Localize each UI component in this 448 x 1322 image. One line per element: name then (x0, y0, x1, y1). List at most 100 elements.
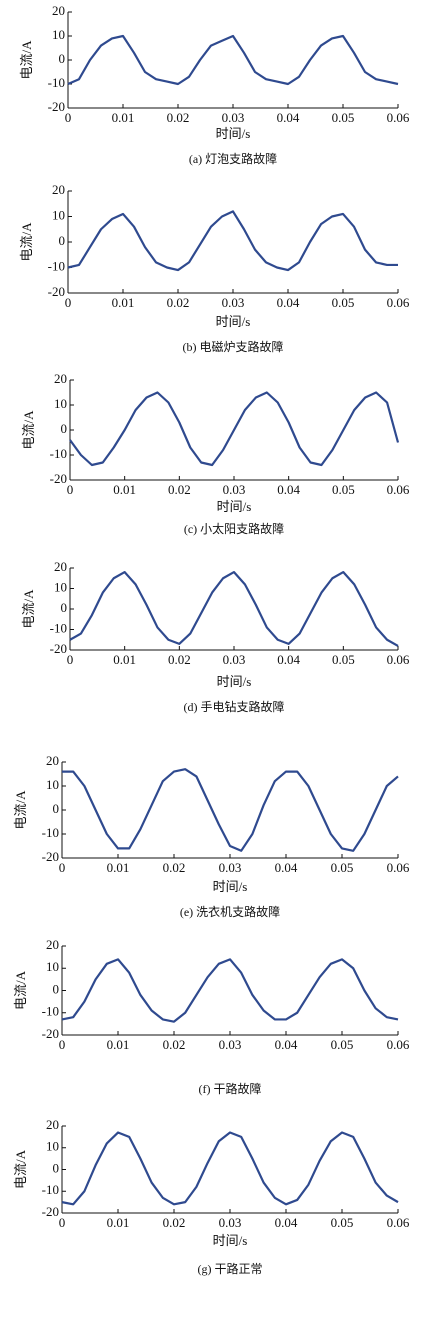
x-tick-label: 0.04 (277, 295, 300, 310)
x-axis-label: 时间/s (217, 674, 252, 689)
x-tick-label: 0.05 (332, 652, 355, 667)
x-tick-label: 0.02 (163, 1215, 186, 1230)
x-tick-label: 0 (59, 860, 66, 875)
y-tick-label: 0 (53, 801, 60, 816)
x-tick-label: 0 (67, 482, 74, 497)
y-tick-label: 10 (52, 27, 65, 42)
caption: (g) 干路正常 (198, 1261, 263, 1276)
y-tick-label: 10 (54, 396, 67, 411)
x-tick-label: 0.03 (223, 482, 246, 497)
x-tick-label: 0.06 (387, 1215, 410, 1230)
x-tick-label: 0.06 (387, 482, 410, 497)
x-axis-label: 时间/s (213, 1233, 248, 1248)
y-tick-label: 0 (59, 233, 66, 248)
y-tick-label: 10 (46, 777, 59, 792)
y-tick-label: 20 (54, 559, 67, 574)
x-tick-label: 0.06 (387, 1037, 410, 1052)
current-line (67, 34, 399, 86)
x-tick-label: 0.03 (223, 652, 246, 667)
caption: (e) 洗衣机支路故障 (180, 904, 280, 919)
x-tick-label: 0.05 (331, 1037, 354, 1052)
current-line (62, 768, 399, 852)
x-tick-label: 0 (65, 295, 72, 310)
y-tick-label: 20 (46, 1117, 59, 1132)
current-line (61, 958, 399, 1023)
y-tick-label: 0 (53, 981, 60, 996)
x-tick-label: 0.04 (277, 482, 300, 497)
x-tick-label: 0.05 (331, 860, 354, 875)
y-tick-label: 0 (59, 51, 66, 66)
y-tick-label: -20 (42, 1204, 59, 1219)
y-tick-label: -10 (50, 446, 67, 461)
x-tick-label: 0.03 (219, 1215, 242, 1230)
x-tick-label: 0.01 (112, 110, 135, 125)
x-tick-label: 0.03 (219, 860, 242, 875)
y-tick-label: -20 (48, 99, 65, 114)
y-tick-label: 20 (46, 937, 59, 952)
x-tick-label: 0.03 (222, 295, 245, 310)
x-tick-label: 0.01 (113, 482, 136, 497)
x-tick-label: 0.01 (107, 1037, 130, 1052)
x-tick-label: 0.02 (167, 295, 190, 310)
x-tick-label: 0.01 (113, 652, 136, 667)
y-tick-label: -10 (42, 1004, 59, 1019)
current-line (67, 210, 398, 272)
x-tick-label: 0.05 (332, 295, 355, 310)
x-tick-label: 0.02 (167, 110, 190, 125)
y-tick-label: 20 (46, 753, 59, 768)
x-tick-label: 0.04 (277, 110, 300, 125)
y-tick-label: 10 (54, 579, 67, 594)
y-tick-label: -20 (42, 1026, 59, 1041)
y-tick-label: -20 (50, 471, 67, 486)
current-line (61, 1131, 399, 1206)
x-tick-label: 0.01 (107, 860, 130, 875)
x-tick-label: 0.04 (275, 1215, 298, 1230)
y-tick-label: -10 (42, 1182, 59, 1197)
x-tick-label: 0 (67, 652, 74, 667)
x-tick-label: 0.02 (168, 482, 191, 497)
x-axis-label: 时间/s (213, 879, 248, 894)
x-axis-label: 时间/s (216, 314, 251, 329)
y-tick-label: 20 (52, 3, 65, 18)
x-tick-label: 0.06 (387, 295, 410, 310)
x-tick-label: 0.05 (332, 110, 355, 125)
x-tick-label: 0.01 (112, 295, 135, 310)
caption: (a) 灯泡支路故障 (189, 151, 277, 166)
caption: (f) 干路故障 (199, 1081, 262, 1096)
y-tick-label: -20 (48, 284, 65, 299)
current-line (69, 391, 400, 467)
y-tick-label: -20 (42, 849, 59, 864)
y-tick-label: 0 (61, 600, 68, 615)
y-tick-label: 20 (54, 371, 67, 386)
y-tick-label: -10 (48, 75, 65, 90)
caption: (d) 手电钻支路故障 (184, 699, 285, 714)
y-axis-label: 电流/A (13, 1149, 28, 1189)
x-tick-label: 0.04 (275, 1037, 298, 1052)
x-tick-label: 0 (59, 1037, 66, 1052)
y-tick-label: -20 (50, 641, 67, 656)
y-tick-label: 0 (61, 421, 68, 436)
y-axis-label: 电流/A (21, 410, 36, 450)
y-axis-label: 电流/A (19, 40, 34, 80)
y-tick-label: -10 (48, 258, 65, 273)
y-axis-label: 电流/A (19, 222, 34, 262)
y-axis-label: 电流/A (13, 790, 28, 830)
x-tick-label: 0.04 (275, 860, 298, 875)
x-tick-label: 0.02 (163, 1037, 186, 1052)
caption: (b) 电磁炉支路故障 (183, 339, 284, 354)
x-tick-label: 0.02 (163, 860, 186, 875)
y-tick-label: 0 (53, 1160, 60, 1175)
x-tick-label: 0.06 (387, 860, 410, 875)
x-tick-label: 0 (65, 110, 72, 125)
y-axis-label: 电流/A (13, 970, 28, 1010)
y-tick-label: -10 (50, 620, 67, 635)
x-axis-label: 时间/s (216, 126, 251, 141)
x-tick-label: 0.05 (331, 1215, 354, 1230)
y-axis-label: 电流/A (21, 589, 36, 629)
caption: (c) 小太阳支路故障 (184, 521, 284, 536)
current-line (69, 571, 399, 647)
x-tick-label: 0.03 (222, 110, 245, 125)
x-tick-label: 0 (59, 1215, 66, 1230)
